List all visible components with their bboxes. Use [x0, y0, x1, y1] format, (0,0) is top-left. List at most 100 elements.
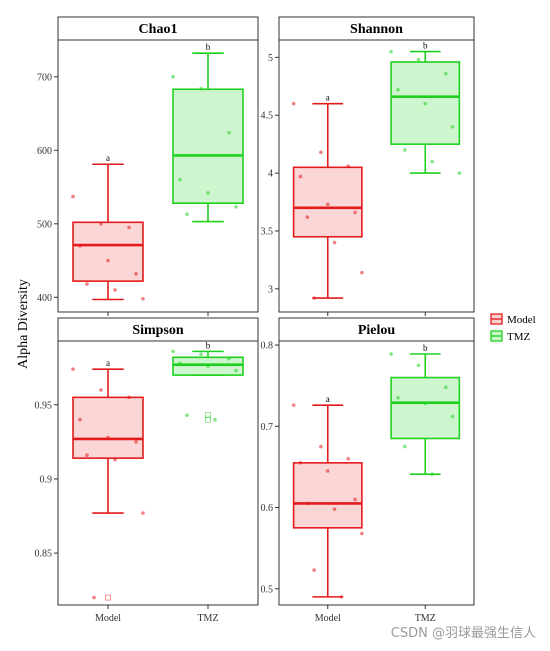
box-model: a	[291, 394, 364, 599]
data-point	[423, 401, 428, 406]
data-point	[227, 356, 231, 361]
data-point	[185, 212, 189, 217]
x-tick-label: Model	[315, 613, 341, 624]
data-point	[353, 497, 357, 502]
x-tick-label: Model	[95, 613, 121, 624]
data-point	[423, 101, 428, 106]
y-tick-label: 0.7	[261, 422, 274, 433]
data-point	[141, 296, 145, 301]
box-model: a	[71, 153, 145, 301]
data-point	[99, 221, 103, 226]
legend-item-tmz: TMZ	[490, 330, 531, 343]
data-point	[113, 288, 117, 292]
panel-title: Simpson	[132, 323, 184, 338]
data-point	[332, 507, 337, 511]
box-model: a	[71, 358, 145, 601]
data-point	[113, 457, 117, 462]
data-point	[134, 440, 138, 444]
data-point	[360, 270, 364, 275]
data-point	[199, 86, 203, 91]
data-point	[291, 403, 296, 407]
significance-letter: a	[326, 93, 330, 103]
data-point	[450, 125, 455, 129]
data-point	[206, 364, 210, 369]
data-point	[106, 435, 110, 440]
data-point	[171, 74, 175, 79]
data-point	[305, 215, 310, 219]
data-point	[171, 349, 175, 354]
y-tick-label: 4.5	[261, 111, 274, 122]
data-point	[85, 453, 89, 458]
data-point	[71, 194, 75, 199]
data-point	[312, 568, 316, 572]
y-tick-label: 4	[268, 169, 273, 180]
data-point	[389, 352, 393, 356]
data-point	[312, 296, 316, 300]
legend-label: TMZ	[507, 331, 531, 343]
box-iqr	[292, 462, 363, 529]
data-point	[443, 385, 448, 390]
data-point	[339, 595, 344, 599]
panel-title: Chao1	[139, 22, 178, 37]
significance-letter: b	[423, 41, 428, 51]
data-point	[185, 413, 189, 417]
data-point	[319, 444, 323, 449]
y-tick-label: 0.9	[40, 474, 53, 485]
data-point	[416, 363, 421, 368]
box-iqr	[390, 61, 461, 145]
outlier-marker	[105, 594, 111, 601]
y-tick-label: 600	[37, 146, 52, 157]
data-point	[234, 368, 238, 373]
data-point	[141, 511, 145, 515]
data-point	[396, 396, 400, 400]
data-point	[213, 417, 217, 422]
outlier-marker	[205, 412, 211, 419]
box-iqr	[72, 396, 144, 459]
data-point	[78, 244, 82, 248]
data-point	[430, 159, 434, 164]
y-tick-label: 700	[37, 72, 52, 83]
box-tmz: b	[389, 343, 461, 477]
panel-pielou: Pielou 0.5 0.6 0.7 0.8 Model TMZ a b	[261, 317, 475, 624]
x-tick-label: TMZ	[415, 613, 436, 624]
data-point	[298, 461, 303, 465]
x-tick-label: TMZ	[197, 613, 218, 624]
data-point	[127, 395, 131, 400]
y-axis-label: Alpha Diversity	[16, 279, 31, 369]
box-model: a	[291, 93, 364, 300]
data-point	[346, 164, 351, 168]
data-point	[346, 456, 351, 461]
facet-panels: Chao1400500600700abShannon33.544.55abSim…	[35, 16, 475, 624]
box-iqr	[390, 376, 461, 440]
data-point	[134, 271, 138, 276]
significance-letter: b	[423, 343, 428, 353]
y-tick-label: 400	[37, 293, 52, 304]
data-point	[457, 171, 462, 175]
data-point	[416, 57, 421, 62]
data-point	[85, 282, 89, 286]
data-point	[450, 414, 455, 419]
y-tick-label: 0.6	[261, 503, 274, 514]
data-point	[305, 501, 310, 506]
data-point	[178, 177, 182, 182]
significance-letter: b	[206, 42, 211, 52]
significance-letter: b	[206, 340, 211, 350]
panel-title: Shannon	[350, 22, 403, 37]
y-tick-label: 0.5	[261, 584, 274, 595]
significance-letter: a	[106, 358, 110, 368]
significance-letter: a	[326, 394, 330, 404]
data-point	[443, 71, 448, 76]
data-point	[234, 205, 238, 209]
data-point	[99, 388, 103, 392]
data-point	[127, 225, 131, 230]
data-point	[332, 240, 337, 245]
data-point	[78, 417, 82, 422]
y-tick-label: 3	[268, 284, 273, 295]
box-tmz: b	[171, 42, 244, 223]
y-tick-label: 0.85	[35, 549, 53, 560]
y-tick-label: 500	[37, 219, 52, 230]
data-point	[319, 150, 323, 155]
panel-chao1: Chao1 400 500 600 700 a b	[37, 16, 259, 316]
data-point	[199, 352, 203, 357]
